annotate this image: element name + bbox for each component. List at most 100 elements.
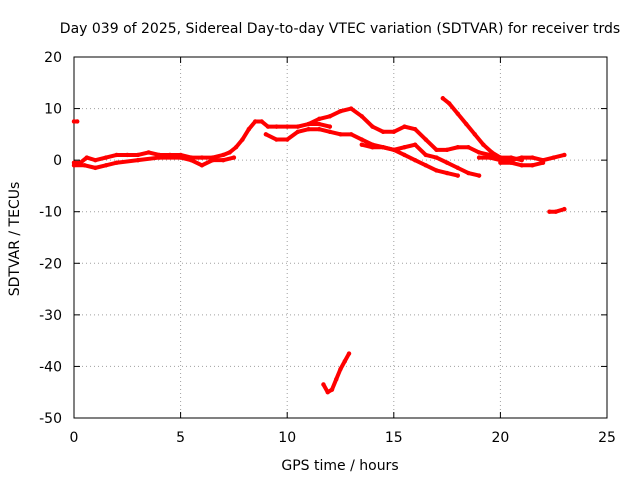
data-series	[71, 96, 567, 395]
data-point	[316, 127, 322, 132]
series-trace	[359, 142, 482, 178]
data-point	[481, 142, 486, 147]
data-point	[342, 359, 347, 364]
y-tick-label: -30	[39, 308, 62, 324]
data-point	[240, 137, 245, 142]
data-point	[285, 137, 290, 142]
data-point	[306, 121, 311, 127]
data-point	[359, 114, 365, 119]
data-point	[246, 127, 252, 132]
data-point	[440, 96, 446, 101]
y-tick-label: 0	[53, 153, 62, 169]
data-point	[402, 145, 407, 150]
data-point	[359, 137, 365, 142]
data-point	[402, 124, 407, 129]
plot-border	[73, 56, 608, 419]
data-point	[370, 145, 375, 150]
data-point	[189, 157, 194, 163]
data-point	[444, 160, 450, 165]
data-point	[476, 155, 482, 160]
data-point	[391, 147, 396, 153]
data-point	[103, 163, 109, 168]
data-point	[114, 160, 119, 165]
data-point	[423, 163, 428, 168]
data-point	[178, 155, 183, 160]
data-point	[434, 168, 439, 173]
data-point	[74, 119, 80, 124]
data-point	[71, 163, 77, 168]
series-baseline	[71, 119, 333, 165]
series-start-blip	[71, 119, 80, 124]
data-point	[338, 132, 343, 137]
data-point	[285, 124, 290, 129]
data-point	[519, 155, 524, 160]
data-point	[472, 132, 478, 137]
data-point	[316, 121, 322, 127]
data-point	[476, 173, 482, 178]
data-point	[199, 163, 205, 168]
data-point	[125, 152, 130, 158]
y-tick-label: -10	[39, 205, 62, 221]
data-point	[551, 155, 556, 160]
data-point	[135, 152, 141, 158]
data-point	[562, 152, 567, 158]
data-point	[338, 366, 343, 372]
data-point	[338, 108, 343, 114]
x-tick-label: 20	[491, 430, 509, 446]
data-point	[329, 387, 335, 392]
data-point	[434, 155, 439, 160]
data-point	[321, 382, 326, 387]
data-point	[489, 150, 495, 155]
data-point	[547, 209, 552, 214]
data-point	[444, 170, 450, 176]
data-point	[114, 152, 119, 158]
data-point	[346, 351, 352, 356]
data-point	[327, 124, 333, 129]
data-point	[359, 142, 365, 147]
data-point	[380, 129, 386, 134]
x-axis-title: GPS time / hours	[281, 458, 398, 474]
data-point	[423, 137, 428, 142]
data-point	[444, 147, 450, 153]
data-point	[348, 132, 354, 137]
tick-labels: 0 5 10 15 20 25 -50 -40 -30 -20 -10 0 10 20	[39, 50, 616, 446]
data-point	[306, 127, 311, 132]
series-dip-segment	[547, 206, 567, 214]
data-point	[348, 106, 354, 111]
data-point	[259, 119, 264, 124]
data-point	[295, 124, 301, 129]
y-tick-label: -50	[39, 411, 62, 427]
data-point	[455, 111, 460, 116]
data-point	[380, 145, 386, 150]
data-point	[487, 155, 492, 160]
data-point	[519, 163, 524, 168]
data-point	[423, 152, 428, 158]
data-point	[93, 165, 98, 171]
series-outlier-plunge	[321, 351, 352, 395]
data-point	[71, 119, 77, 124]
data-point	[334, 377, 339, 382]
data-point	[135, 157, 141, 163]
data-point	[82, 163, 87, 168]
y-tick-label: -40	[39, 359, 62, 375]
data-point	[447, 101, 452, 106]
series-baseline-low	[71, 155, 237, 171]
data-point	[210, 157, 215, 163]
data-point	[93, 157, 98, 163]
data-point	[530, 163, 535, 168]
chart-title: Day 039 of 2025, Sidereal Day-to-day VTE…	[60, 21, 620, 37]
data-point	[316, 116, 322, 122]
data-point	[325, 390, 330, 395]
data-point	[103, 155, 109, 160]
data-point	[455, 145, 460, 150]
data-point	[530, 155, 535, 160]
data-point	[327, 114, 333, 119]
x-tick-label: 0	[70, 430, 79, 446]
data-point	[146, 150, 151, 155]
x-tick-label: 10	[278, 430, 296, 446]
data-point	[540, 160, 546, 165]
data-point	[412, 127, 418, 132]
y-tick-label: -20	[39, 256, 62, 272]
data-point	[391, 129, 396, 134]
